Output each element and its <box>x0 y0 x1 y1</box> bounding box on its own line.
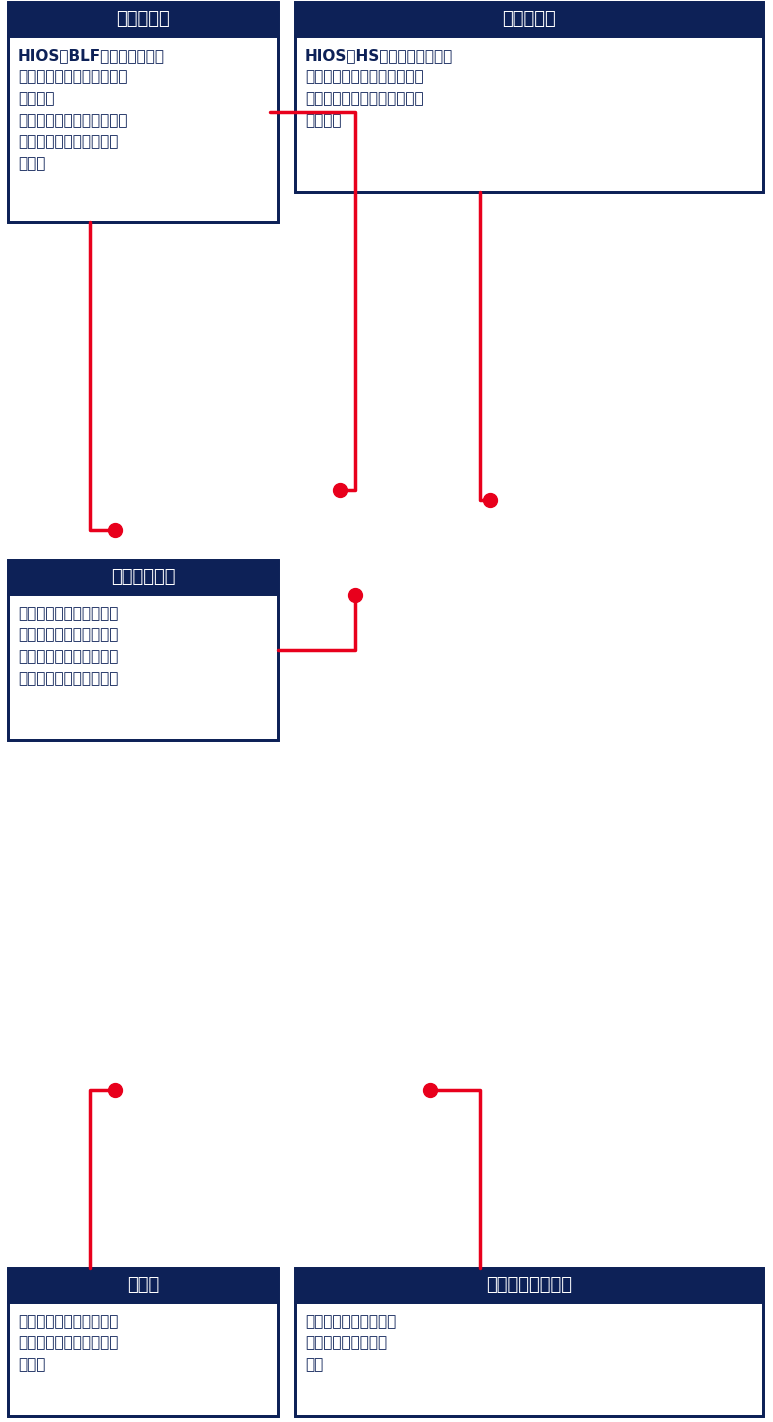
Bar <box>8 560 278 594</box>
Bar <box>8 1303 278 1416</box>
Bar <box>295 1 763 192</box>
Bar <box>295 36 763 192</box>
Bar <box>8 1268 278 1416</box>
Bar <box>8 1 278 36</box>
Text: ワークに合わせた専用置
台と、ワークを確実に固
定するためのチャッキン
グ機構を当社にて製作。: ワークに合わせた専用置 台と、ワークを確実に固 定するためのチャッキン グ機構を… <box>18 606 118 685</box>
Text: お客様の生産ラインに適
した高さにカスタマイズ
可能。: お客様の生産ラインに適 した高さにカスタマイズ 可能。 <box>18 1314 118 1372</box>
Text: HIOS製BLFシリーズを採用
し、安定したネジ締め作業
を実現。
先端部のビット変更により
複数サイズのネジに対応
可能。: HIOS製BLFシリーズを採用 し、安定したネジ締め作業 を実現。 先端部のビッ… <box>18 48 165 171</box>
Text: 電気・空気制御部: 電気・空気制御部 <box>486 1276 572 1294</box>
Bar <box>8 1268 278 1303</box>
Bar <box>8 594 278 739</box>
Text: 制御部を一つにまとめ
て架台内の最下部に
配置: 制御部を一つにまとめ て架台内の最下部に 配置 <box>305 1314 397 1372</box>
Bar <box>8 36 278 222</box>
Text: ワーク保持部: ワーク保持部 <box>111 567 175 586</box>
Bar <box>295 1303 763 1416</box>
Text: ネジ供給部: ネジ供給部 <box>502 10 556 28</box>
Text: ドライバ部: ドライバ部 <box>116 10 170 28</box>
Bar <box>295 1268 763 1303</box>
Bar <box>295 1 763 36</box>
Bar <box>295 1268 763 1416</box>
Bar <box>8 560 278 739</box>
Bar <box>8 1 278 222</box>
Text: 架台部: 架台部 <box>127 1276 159 1294</box>
Text: HIOS製HSシリーズを採用。
更にネジ用サブタンクを組み
合わせることでネジ補給回数
を削減。: HIOS製HSシリーズを採用。 更にネジ用サブタンクを組み 合わせることでネジ補… <box>305 48 453 128</box>
